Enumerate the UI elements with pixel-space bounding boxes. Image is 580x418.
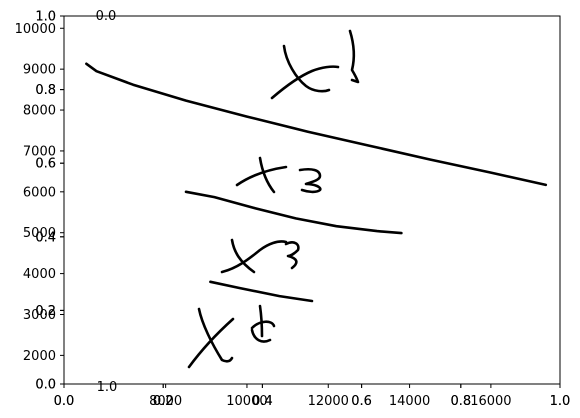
primary_y-tick-label: 1.0 [35,10,56,25]
handwriting-x3-top [235,156,322,194]
overlay_y_1-tick-label: 0.8 [35,83,56,98]
overlay_y_1-tick-label: 0.2 [35,304,56,319]
stray-label-bottom: 1.0 [97,380,118,395]
overlay_x_1-tick-label: 0.8 [450,394,471,409]
primary_x-tick-label: 0.2 [153,394,174,409]
overlay_y_2-tick-label: 2000 [23,349,56,364]
overlay_y_2-tick-label: 7000 [23,144,56,159]
primary_y-tick-label: 0.0 [35,378,56,393]
stray-label-top: 0.0 [96,9,117,24]
overlay_x_2-tick-label: 8000 [149,394,182,409]
primary_y-tick-label: 0.4 [35,230,56,245]
overlay_y_2-tick-label: 10000 [15,22,56,37]
primary_y-tick-label: 0.2 [35,304,56,319]
primary_x-tick-label: 0.8 [450,394,471,409]
plot-area [63,15,561,385]
overlay_y_2-tick-label: 4000 [23,267,56,282]
series-line-1 [85,62,548,187]
primary_y-tick-label: 0.6 [35,157,56,172]
overlay_x_2-tick-label: 14000 [389,394,430,409]
overlay_y_2-tick-label: 6000 [23,185,56,200]
primary_x-tick-label: 0.6 [351,394,372,409]
overlay_y_2-tick-label: 3000 [23,308,56,323]
overlay_y_1-tick-label: 0.4 [35,230,56,245]
overlay_y_2-tick-label: 9000 [23,63,56,78]
overlay_x_1-tick-label: 0.6 [351,394,372,409]
overlay_y_1-tick-label: 1.0 [35,10,56,25]
series-line-3 [209,280,314,303]
primary_x-tick-label: 1.0 [550,394,571,409]
primary_x-tick-label: 0.4 [252,394,273,409]
overlay_x_1-tick-label: 1.0 [550,394,571,409]
overlay_y_2-tick-label: 8000 [23,104,56,119]
overlay_x_2-tick-label: 10000 [226,394,267,409]
overlay_x_2-tick-label: 12000 [308,394,349,409]
handwriting-x3-bottom [220,238,300,274]
handwriting-x5 [187,304,276,369]
overlay_x_2-tick-label: 16000 [470,394,511,409]
handwriting-x1 [270,29,360,100]
tick-layer: 0.0 0.2 0.4 0.6 0.8 1.0 0.0 0.2 0.4 0.6 0.8 1.0 8000… [15,9,571,409]
series-line-2 [184,190,403,235]
overlay_x_1-tick-label: 0.2 [153,394,174,409]
overlay_x_1-tick-label: 0.0 [54,394,75,409]
series-layer [85,62,548,303]
handwriting-layer [187,29,360,369]
primary_x-tick-label: 0.0 [54,394,75,409]
overlay_y_1-tick-label: 0.0 [35,378,56,393]
overlay_y_2-tick-label: 5000 [23,226,56,241]
primary_y-tick-label: 0.8 [35,83,56,98]
overlay_x_1-tick-label: 0.4 [252,394,273,409]
overlay_y_1-tick-label: 0.6 [35,157,56,172]
